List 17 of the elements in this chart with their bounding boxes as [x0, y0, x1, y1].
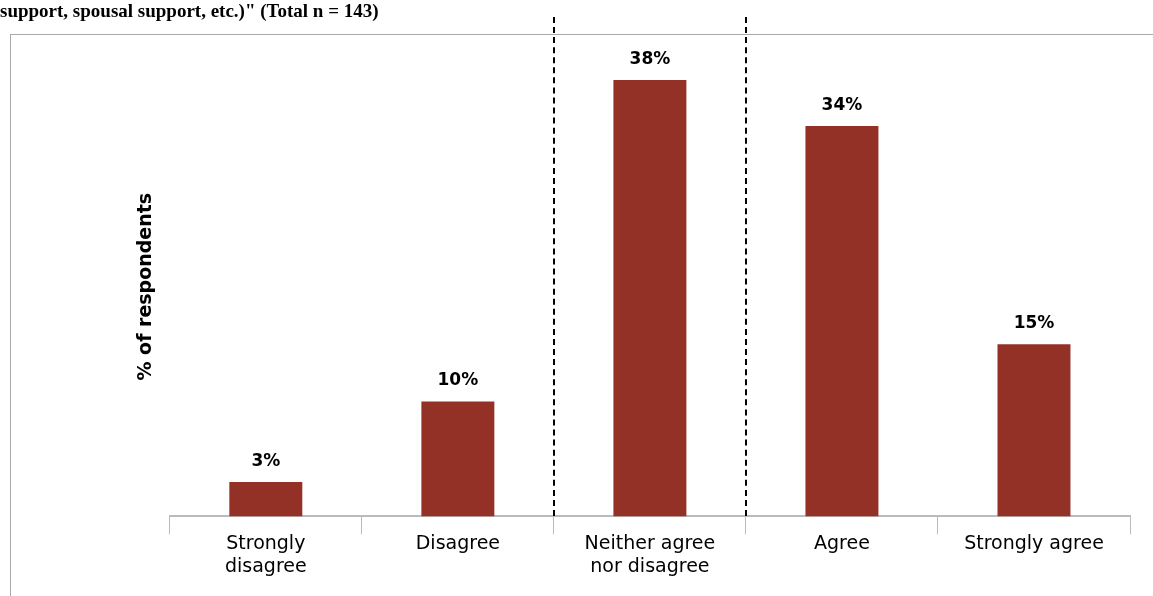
x-tick-label: Disagree — [415, 530, 501, 553]
x-tick-label: Neither agree nor disagree — [584, 530, 716, 576]
bar — [997, 344, 1071, 517]
chart-title: support, spousal support, etc.)" (Total n = 143) — [0, 0, 379, 22]
bar — [421, 401, 495, 517]
data-label: 3% — [251, 449, 281, 470]
data-label: 38% — [629, 47, 671, 68]
bar — [805, 125, 879, 517]
y-axis-title: % of respondents — [133, 192, 156, 381]
data-label: 34% — [821, 93, 863, 114]
x-tick-label: Strongly disagree — [224, 530, 307, 576]
bar — [613, 79, 687, 517]
bar — [229, 481, 303, 517]
x-tick-label: Agree — [814, 530, 870, 553]
data-label: 15% — [1013, 312, 1055, 333]
data-label: 10% — [437, 369, 479, 390]
x-tick-label: Strongly agree — [964, 530, 1104, 553]
